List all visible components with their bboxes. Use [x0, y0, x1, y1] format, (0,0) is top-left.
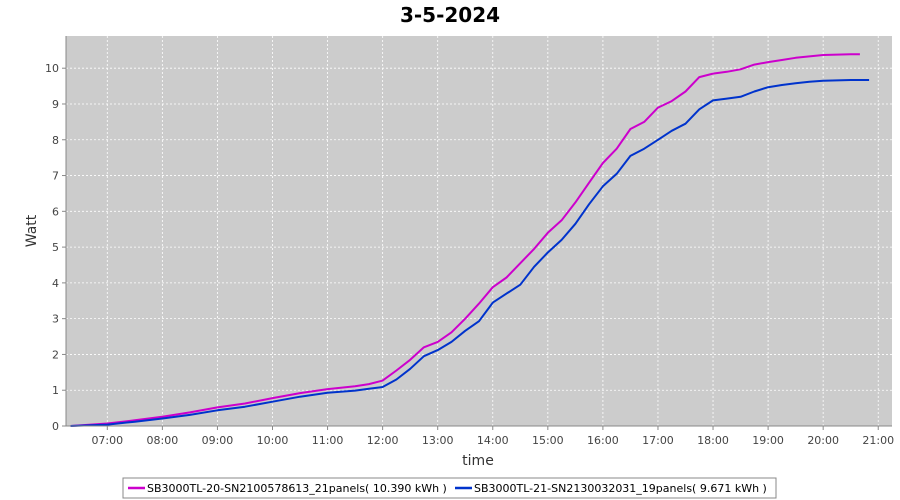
- y-tick-label: 4: [52, 277, 59, 290]
- y-tick-label: 5: [52, 241, 59, 254]
- series-line-1: [70, 53, 860, 427]
- y-axis-ticks: 0 1 2 3 4 5 6 7 8 9 10: [45, 62, 66, 433]
- x-tick-label: 14:00: [477, 434, 509, 447]
- x-tick-label: 21:00: [862, 434, 894, 447]
- legend: SB3000TL-20-SN2100578613_21panels( 10.39…: [122, 477, 777, 499]
- y-axis-label: Watt: [24, 214, 40, 247]
- y-tick-label: 10: [45, 62, 59, 75]
- series-lines: [70, 53, 870, 427]
- series-line-2: [70, 79, 870, 427]
- x-axis-label: time: [462, 453, 494, 469]
- x-tick-label: 18:00: [697, 434, 729, 447]
- x-tick-label: 08:00: [147, 434, 179, 447]
- legend-label-1: SB3000TL-20-SN2100578613_21panels( 10.39…: [147, 482, 447, 495]
- x-tick-label: 12:00: [367, 434, 399, 447]
- x-tick-label: 09:00: [202, 434, 234, 447]
- plot-area: [66, 36, 892, 426]
- x-tick-label: 10:00: [257, 434, 289, 447]
- legend-label-2: SB3000TL-21-SN2130032031_19panels( 9.671…: [474, 482, 767, 495]
- x-tick-label: 16:00: [587, 434, 619, 447]
- x-tick-label: 20:00: [807, 434, 839, 447]
- x-tick-label: 13:00: [422, 434, 454, 447]
- y-tick-label: 6: [52, 205, 59, 218]
- y-tick-label: 8: [52, 134, 59, 147]
- x-tick-label: 19:00: [752, 434, 784, 447]
- y-tick-label: 2: [52, 348, 59, 361]
- x-tick-label: 07:00: [91, 434, 123, 447]
- x-tick-label: 11:00: [312, 434, 344, 447]
- y-tick-label: 9: [52, 98, 59, 111]
- y-tick-label: 3: [52, 313, 59, 326]
- x-tick-label: 17:00: [642, 434, 674, 447]
- y-tick-label: 1: [52, 384, 59, 397]
- chart-title: 3-5-2024: [400, 3, 500, 27]
- y-tick-label: 7: [52, 170, 59, 183]
- x-tick-label: 15:00: [532, 434, 564, 447]
- x-axis-ticks: 07:00 08:00 09:00 10:00 11:00 12:00 13:00 14:00…: [91, 426, 894, 447]
- y-tick-label: 0: [52, 420, 59, 433]
- legend-box: [122, 477, 777, 499]
